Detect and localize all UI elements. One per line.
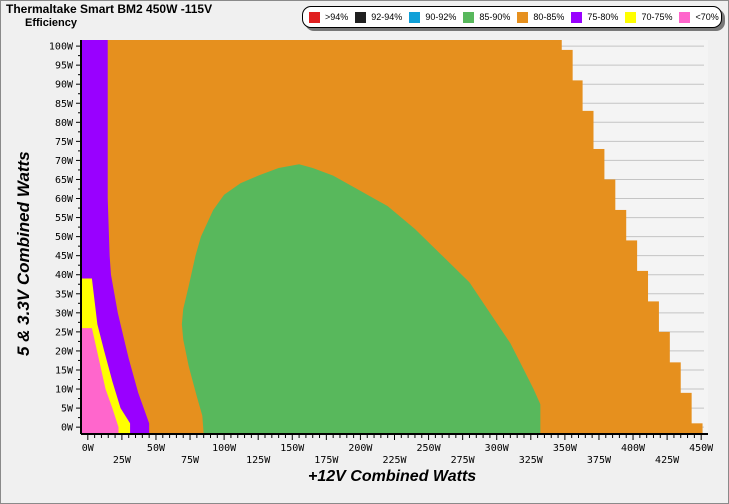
y-tick-label: 0W — [61, 423, 74, 434]
y-tick-label: 10W — [55, 385, 74, 396]
y-tick-label: 75W — [55, 137, 74, 148]
y-tick-label: 5W — [61, 404, 74, 415]
legend-item: 92-94% — [355, 11, 403, 23]
x-tick-label: 125W — [246, 455, 271, 466]
y-tick-label: 80W — [55, 118, 74, 129]
x-tick-label: 425W — [655, 455, 680, 466]
region-below-70 — [81, 328, 119, 434]
legend-item: >94% — [309, 11, 349, 23]
legend-label: 80-85% — [533, 12, 565, 22]
region-85-90 — [181, 164, 541, 434]
x-tick-label: 0W — [82, 443, 95, 454]
legend-item: 80-85% — [517, 11, 565, 23]
x-tick-label: 75W — [181, 455, 200, 466]
legend-swatch — [355, 11, 367, 23]
legend-swatch — [309, 11, 320, 23]
legend-swatch — [517, 11, 529, 23]
chart-subtitle: Efficiency — [25, 17, 77, 29]
legend-swatch — [571, 11, 583, 23]
legend-item: <70% — [679, 11, 719, 23]
chart-title: Thermaltake Smart BM2 450W -115V — [6, 2, 213, 16]
legend-item: 75-80% — [571, 11, 619, 23]
y-tick-label: 25W — [55, 327, 74, 338]
y-tick-label: 60W — [55, 194, 74, 205]
legend-label: 75-80% — [587, 12, 619, 22]
x-tick-label: 250W — [417, 443, 442, 454]
x-tick-label: 275W — [451, 455, 476, 466]
x-tick-label: 375W — [587, 455, 612, 466]
y-tick-label: 100W — [49, 42, 74, 53]
y-tick-label: 30W — [55, 308, 74, 319]
legend-swatch — [463, 11, 475, 23]
x-axis-label: +12V Combined Watts — [308, 468, 477, 485]
y-tick-label: 35W — [55, 289, 74, 300]
region-80-85-step — [81, 110, 594, 150]
y-axis-label: 5 & 3.3V Combined Watts — [14, 151, 33, 356]
legend-item: 90-92% — [409, 11, 457, 23]
legend: >94% 92-94% 90-92% 85-90% 80-85% 75-80% … — [302, 6, 722, 28]
legend-label: 92-94% — [371, 12, 403, 22]
legend-label: >94% — [325, 12, 349, 22]
region-80-85-step — [81, 80, 583, 112]
x-tick-label: 100W — [212, 443, 237, 454]
x-tick-label: 400W — [621, 443, 646, 454]
legend-label: 85-90% — [479, 12, 511, 22]
x-tick-label: 300W — [485, 443, 510, 454]
y-tick-label: 15W — [55, 365, 74, 376]
region-80-85-step — [81, 40, 562, 51]
legend-swatch — [625, 11, 637, 23]
y-tick-label: 85W — [55, 99, 74, 110]
x-tick-label: 25W — [113, 455, 132, 466]
x-tick-label: 450W — [689, 443, 714, 454]
legend-item: 85-90% — [463, 11, 511, 23]
legend-label: 90-92% — [425, 12, 457, 22]
y-tick-label: 55W — [55, 213, 74, 224]
x-tick-label: 325W — [519, 455, 544, 466]
legend-swatch — [409, 11, 421, 23]
x-tick-label: 200W — [348, 443, 373, 454]
y-tick-label: 20W — [55, 346, 74, 357]
y-tick-label: 95W — [55, 61, 74, 72]
y-tick-label: 40W — [55, 270, 74, 281]
y-tick-label: 50W — [55, 232, 74, 243]
y-tick-label: 65W — [55, 175, 74, 186]
legend-label: <70% — [695, 12, 719, 22]
region-80-85-step — [81, 148, 605, 180]
legend-item: 70-75% — [625, 11, 673, 23]
legend-swatch — [679, 11, 691, 23]
region-80-85-step — [81, 49, 573, 81]
y-tick-label: 90W — [55, 80, 74, 91]
x-tick-label: 150W — [280, 443, 305, 454]
x-tick-label: 350W — [553, 443, 578, 454]
legend-label: 70-75% — [641, 12, 673, 22]
x-tick-label: 50W — [147, 443, 166, 454]
x-tick-label: 225W — [382, 455, 407, 466]
x-tick-label: 175W — [314, 455, 339, 466]
y-tick-label: 70W — [55, 156, 74, 167]
y-tick-label: 45W — [55, 251, 74, 262]
